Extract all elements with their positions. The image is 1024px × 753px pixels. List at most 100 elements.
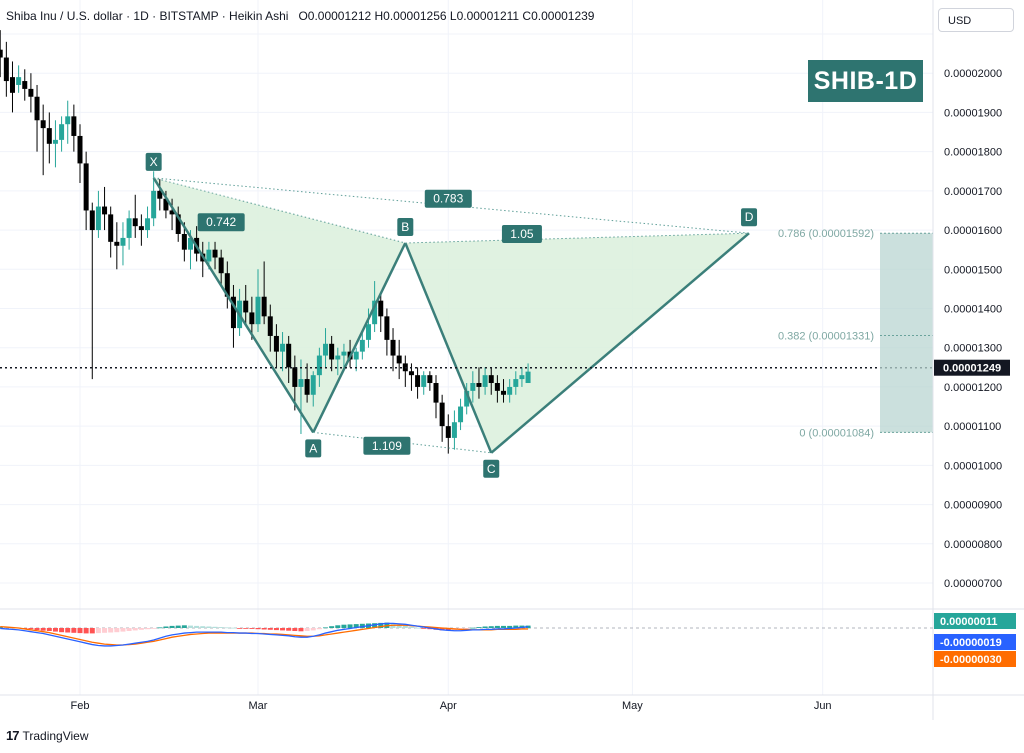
- macd-histogram-bar: [120, 628, 126, 632]
- tradingview-brand: TradingView: [22, 728, 89, 743]
- candle-body: [353, 351, 359, 360]
- ratio-label-box: [424, 189, 472, 208]
- price-tick-label: 0.00001000: [944, 460, 1002, 472]
- macd-histogram-bar: [132, 628, 138, 631]
- macd-value-label: 0.00000011: [940, 616, 998, 628]
- macd-histogram-bar: [261, 628, 267, 630]
- time-tick-label: May: [622, 700, 643, 712]
- candle-body: [273, 335, 279, 352]
- macd-histogram-bar: [151, 628, 157, 629]
- candle-body: [513, 379, 519, 387]
- chart-style: Heikin Ashi: [229, 9, 289, 23]
- candle-body: [28, 88, 34, 97]
- candle-body: [145, 218, 151, 231]
- candle-body: [378, 300, 384, 317]
- candle-body: [390, 339, 396, 356]
- pattern-leg-BC: [404, 242, 493, 454]
- candle-body: [187, 237, 193, 250]
- macd-histogram-bar: [200, 626, 206, 628]
- price-tick-label: 0.00001900: [944, 107, 1002, 119]
- macd-value-box: [934, 651, 1016, 667]
- candle-body: [157, 190, 163, 199]
- fib-level-label: 0.786 (0.00001592): [778, 228, 874, 240]
- candle-body: [138, 226, 144, 231]
- symbol-name[interactable]: Shiba Inu / U.S. dollar: [6, 9, 123, 23]
- candle-body: [65, 116, 71, 125]
- macd-histogram-bar: [52, 628, 58, 632]
- price-tick-label: 0.00001600: [944, 225, 1002, 237]
- exchange: BITSTAMP: [159, 9, 219, 23]
- candle-body: [52, 139, 58, 144]
- candle-body: [267, 316, 273, 336]
- macd-histogram-bar: [482, 626, 488, 628]
- macd-histogram-bar: [163, 626, 169, 628]
- candle-body: [126, 218, 132, 238]
- macd-histogram-bar: [445, 628, 451, 631]
- pattern-dotted-XB: [153, 177, 406, 244]
- tradingview-logo[interactable]: 17 TradingView: [6, 728, 89, 743]
- current-price-label: 0.00001249: [943, 363, 1001, 375]
- price-tick-label: 0.00001100: [944, 421, 1001, 433]
- candle-body: [224, 273, 230, 297]
- point-label-a: A: [309, 441, 317, 455]
- macd-histogram-bar: [243, 628, 249, 629]
- macd-histogram-bar: [34, 628, 40, 631]
- macd-histogram-bar: [267, 628, 273, 630]
- interval[interactable]: 1D: [133, 9, 149, 23]
- macd-histogram-bar: [292, 628, 298, 631]
- macd-value-label: -0.00000019: [940, 637, 1002, 649]
- price-axis[interactable]: 0.00002000 0.00001900 0.00001800 0.00001700…: [932, 0, 1010, 720]
- macd-histogram-bar: [286, 628, 292, 631]
- candle-body: [292, 367, 298, 387]
- ratio-label: 1.109: [372, 439, 402, 453]
- candles: [0, 30, 531, 454]
- candle-body: [415, 375, 421, 387]
- time-tick-label: Apr: [440, 700, 457, 712]
- macd-histogram-bar: [206, 626, 212, 628]
- macd-histogram-bar: [95, 628, 101, 634]
- ohlc-values: O0.00001212 H0.00001256 L0.00001211 C0.0…: [298, 9, 595, 23]
- candle-body: [396, 355, 402, 364]
- macd-histogram-bar: [181, 625, 187, 628]
- harmonic-pattern-fill: [153, 177, 750, 453]
- macd-histogram-bar: [347, 624, 353, 628]
- price-tick-label: 0.00001400: [944, 304, 1002, 316]
- candle-body: [427, 375, 433, 384]
- macd-histogram-bar: [488, 626, 494, 628]
- fib-projection: 0.786 (0.00001592) 0.382 (0.00001331) 0 (0…: [778, 228, 933, 439]
- candle-body: [83, 163, 89, 211]
- harmonic-pattern-lines: [0, 177, 933, 454]
- candle-body: [451, 422, 457, 438]
- macd-histogram-bar: [126, 628, 132, 631]
- macd-histogram-bar: [310, 628, 316, 631]
- fib-level-label: 0 (0.00001084): [799, 427, 874, 439]
- macd-histogram-bar: [187, 625, 193, 628]
- candle-body: [3, 57, 9, 82]
- ratio-label-box: [501, 224, 542, 243]
- candle-body: [470, 383, 476, 391]
- macd-histogram-bar: [507, 625, 513, 628]
- chart-header: Shiba Inu / U.S. dollar · 1D · BITSTAMP …: [6, 9, 595, 23]
- candle-body: [286, 343, 292, 368]
- candle-body: [298, 379, 304, 387]
- ratio-label-box: [363, 436, 411, 455]
- candle-body: [77, 135, 83, 164]
- pattern-leg-AB: [312, 242, 407, 433]
- candle-body: [372, 300, 378, 325]
- candle-body: [323, 343, 329, 356]
- macd-value-box: [934, 634, 1016, 650]
- macd-histogram-bar: [255, 628, 261, 630]
- point-label-c: C: [487, 462, 496, 476]
- macd-histogram-bar: [194, 625, 200, 628]
- macd-histogram-bar: [335, 625, 341, 628]
- time-axis[interactable]: Feb Mar Apr May Jun: [0, 694, 1024, 712]
- macd-histogram-bar: [249, 628, 255, 629]
- currency-button[interactable]: USD: [938, 8, 1014, 32]
- macd-histogram-bar: [77, 628, 83, 634]
- candle-body: [310, 375, 316, 395]
- macd-pane: 0.00000011 -0.00000019 -0.00000030: [0, 608, 1024, 667]
- macd-histogram-bar: [224, 627, 230, 629]
- macd-histogram-bar: [108, 628, 114, 633]
- macd-histogram-bar: [316, 628, 322, 630]
